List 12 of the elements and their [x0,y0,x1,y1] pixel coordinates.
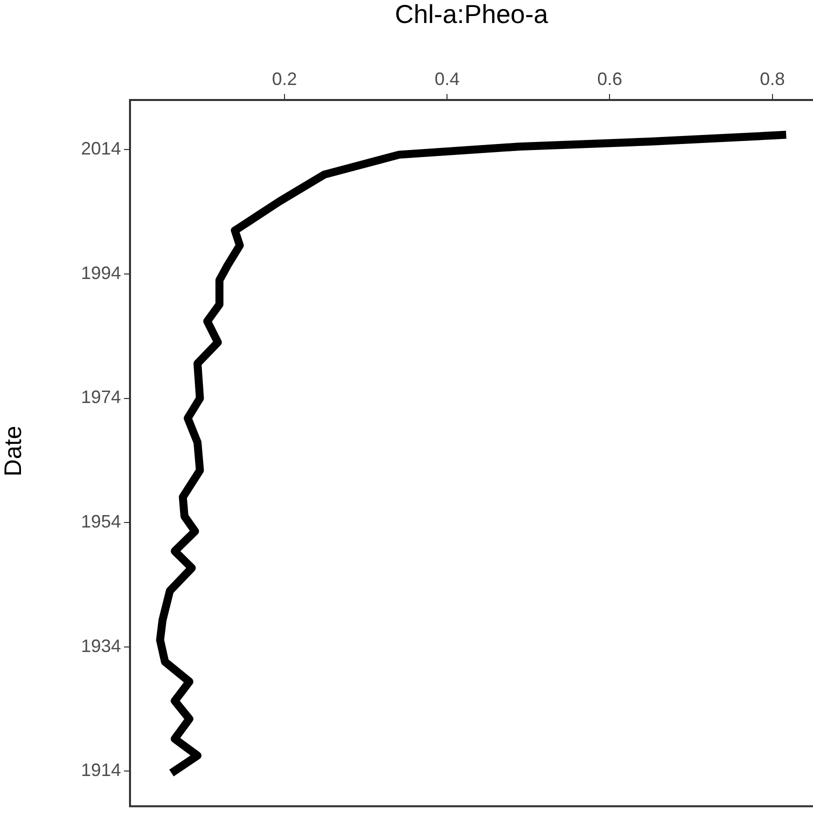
y-tick-label: 1974 [80,387,121,408]
y-axis-title: Date [0,426,28,476]
x-axis-title: Chl-a:Pheo-a [394,0,549,29]
x-tick-label: 0.2 [272,69,298,90]
y-tick-label: 1914 [80,760,121,780]
x-tick-label: 0.4 [434,69,460,90]
y-tick-label: 1934 [80,636,121,656]
x-tick-label: 0.6 [597,69,622,90]
y-tick-label: 1954 [80,512,121,532]
x-tick-label: 0.8 [760,69,785,90]
y-tick-label: 2014 [80,138,121,159]
y-tick-label: 1994 [80,262,121,283]
